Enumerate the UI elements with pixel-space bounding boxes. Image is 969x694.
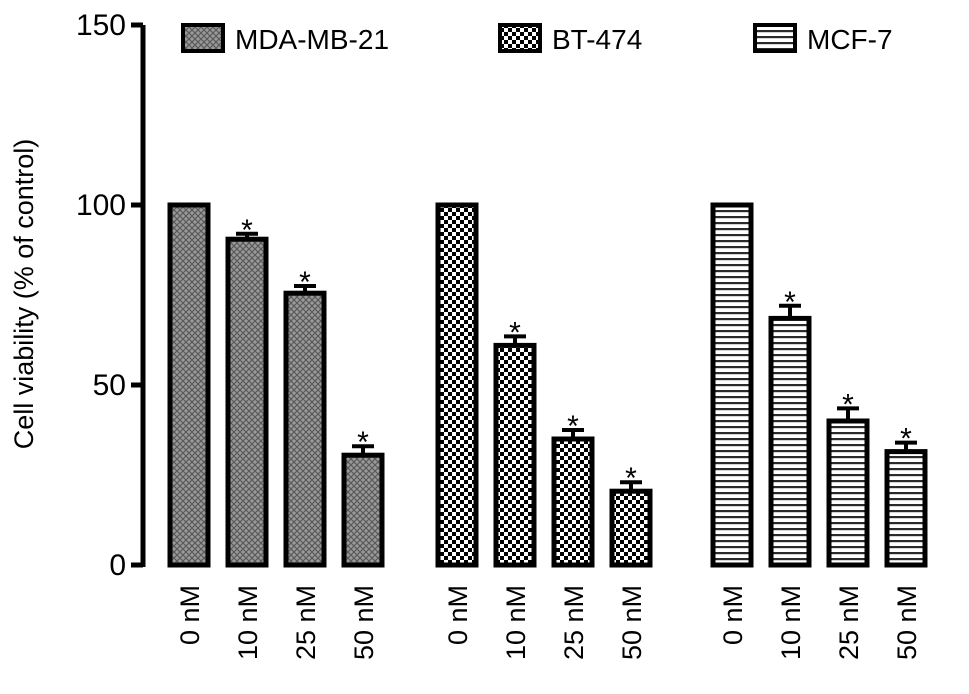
significance-marker: * — [567, 410, 579, 443]
bar — [225, 236, 269, 568]
legend: MDA-MB-21 BT-474 MCF-7 — [181, 23, 893, 55]
x-tick-label: 10 nM — [233, 585, 263, 660]
y-axis-title: Cell viability (% of control) — [9, 139, 39, 450]
bar — [341, 452, 385, 568]
bar — [167, 202, 211, 568]
y-tick-label: 50 — [93, 369, 126, 402]
x-tick-label: 50 nM — [349, 585, 379, 660]
x-tick-label: 0 nM — [175, 585, 205, 645]
x-tick-label: 0 nM — [718, 585, 748, 645]
x-tick-label: 25 nM — [291, 585, 321, 660]
significance-marker: * — [241, 214, 253, 247]
bar — [768, 315, 812, 568]
significance-marker: * — [784, 286, 796, 319]
bar — [551, 436, 595, 568]
bar — [710, 202, 754, 568]
y-axis: 0 50 100 150 — [76, 9, 146, 582]
bars: * * * * * * * * * — [167, 202, 928, 568]
y-tick-label: 150 — [76, 9, 126, 42]
bar — [884, 449, 928, 568]
x-tick-label: 25 nM — [834, 585, 864, 660]
legend-label: BT-474 — [552, 24, 642, 55]
x-tick-label: 50 nM — [892, 585, 922, 660]
significance-marker: * — [625, 462, 637, 495]
x-tick-label: 10 nM — [776, 585, 806, 660]
legend-label: MCF-7 — [807, 24, 893, 55]
bar — [283, 290, 327, 568]
bar — [493, 342, 537, 568]
significance-marker: * — [509, 316, 521, 349]
y-tick-label: 0 — [109, 549, 126, 582]
x-axis-labels: 0 nM 10 nM 25 nM 50 nM 0 nM 10 nM 25 nM 50 nM 0 … — [175, 585, 922, 660]
bar — [826, 418, 870, 568]
significance-marker: * — [842, 388, 854, 421]
bar — [609, 488, 653, 568]
significance-marker: * — [900, 423, 912, 456]
y-tick-label: 100 — [76, 189, 126, 222]
x-tick-label: 10 nM — [501, 585, 531, 660]
x-tick-label: 0 nM — [443, 585, 473, 645]
x-tick-label: 25 nM — [559, 585, 589, 660]
significance-marker: * — [299, 266, 311, 299]
legend-swatch — [181, 23, 225, 53]
x-tick-label: 50 nM — [617, 585, 647, 660]
significance-marker: * — [357, 426, 369, 459]
legend-label: MDA-MB-21 — [235, 24, 389, 55]
bar — [435, 202, 479, 568]
legend-swatch — [753, 23, 797, 53]
legend-swatch — [498, 23, 542, 53]
